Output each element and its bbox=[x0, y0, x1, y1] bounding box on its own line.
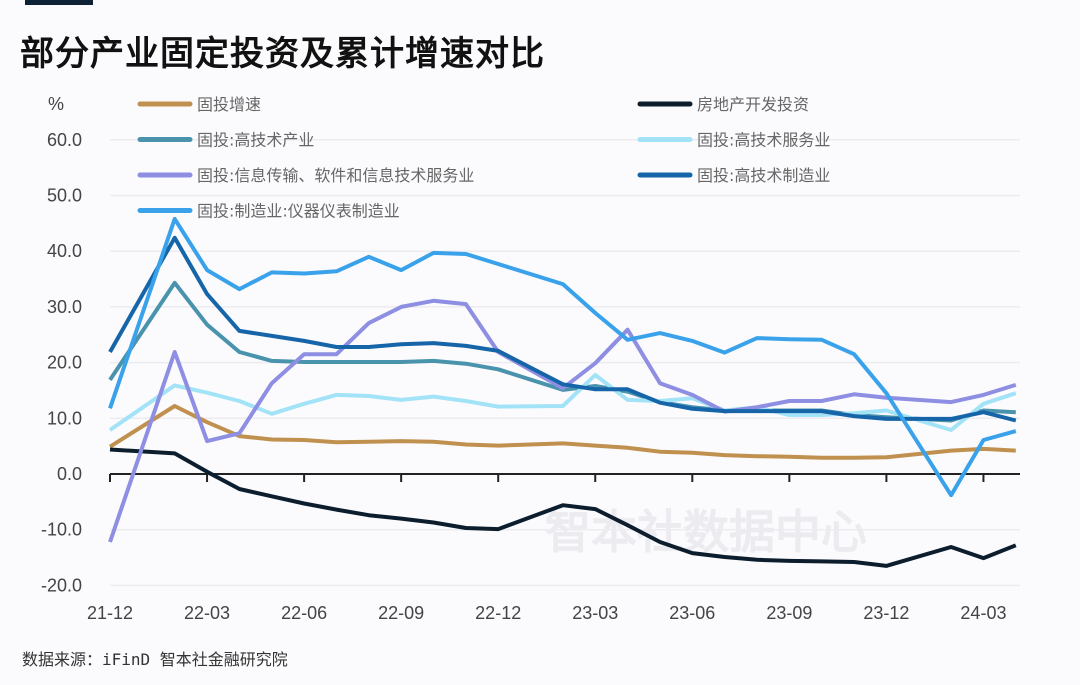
legend-label: 房地产开发投资 bbox=[697, 95, 809, 114]
y-tick-label: 0.0 bbox=[57, 464, 82, 484]
x-tick-label: 23-09 bbox=[766, 603, 812, 623]
x-tick-label: 22-09 bbox=[378, 603, 424, 623]
source-note: 数据来源：iFinD 智本社金融研究院 bbox=[22, 650, 288, 669]
y-axis-unit: % bbox=[48, 94, 64, 114]
chart-title: 部分产业固定投资及累计增速对比 bbox=[20, 34, 545, 74]
x-tick-label: 22-03 bbox=[184, 603, 230, 623]
watermark: 智本社数据中心 bbox=[545, 505, 867, 559]
x-tick-label: 22-12 bbox=[475, 603, 521, 623]
x-tick-label: 21-12 bbox=[87, 603, 133, 623]
legend-label: 固投:高技术产业 bbox=[197, 131, 314, 150]
title-accent-bar bbox=[25, 0, 93, 5]
x-tick-label: 22-06 bbox=[281, 603, 327, 623]
y-tick-label: 20.0 bbox=[47, 353, 82, 373]
y-tick-label: 40.0 bbox=[47, 241, 82, 261]
series-line-1 bbox=[109, 447, 1017, 568]
legend-label: 固投:高技术制造业 bbox=[697, 166, 830, 185]
x-tick-label: 23-03 bbox=[572, 603, 618, 623]
y-tick-label: -20.0 bbox=[41, 575, 82, 595]
series-line-5 bbox=[108, 235, 1017, 423]
legend-label: 固投:高技术服务业 bbox=[697, 131, 830, 150]
legend-label: 固投:信息传输、软件和信息技术服务业 bbox=[197, 166, 474, 185]
y-tick-label: -10.0 bbox=[41, 520, 82, 540]
series-line-0 bbox=[108, 404, 1016, 460]
y-tick-label: 30.0 bbox=[47, 297, 82, 317]
x-tick-label: 24-03 bbox=[960, 603, 1006, 623]
y-tick-label: 50.0 bbox=[47, 186, 82, 206]
y-tick-label: 60.0 bbox=[47, 130, 82, 150]
series-line-6 bbox=[108, 216, 1017, 498]
series-line-4 bbox=[108, 298, 1017, 543]
y-tick-label: 10.0 bbox=[47, 408, 82, 428]
series-line-2 bbox=[108, 280, 1016, 423]
x-tick-label: 23-06 bbox=[669, 603, 715, 623]
legend-label: 固投增速 bbox=[197, 95, 261, 114]
x-tick-label: 23-12 bbox=[863, 603, 909, 623]
legend-label: 固投:制造业:仪器仪表制造业 bbox=[197, 202, 400, 221]
